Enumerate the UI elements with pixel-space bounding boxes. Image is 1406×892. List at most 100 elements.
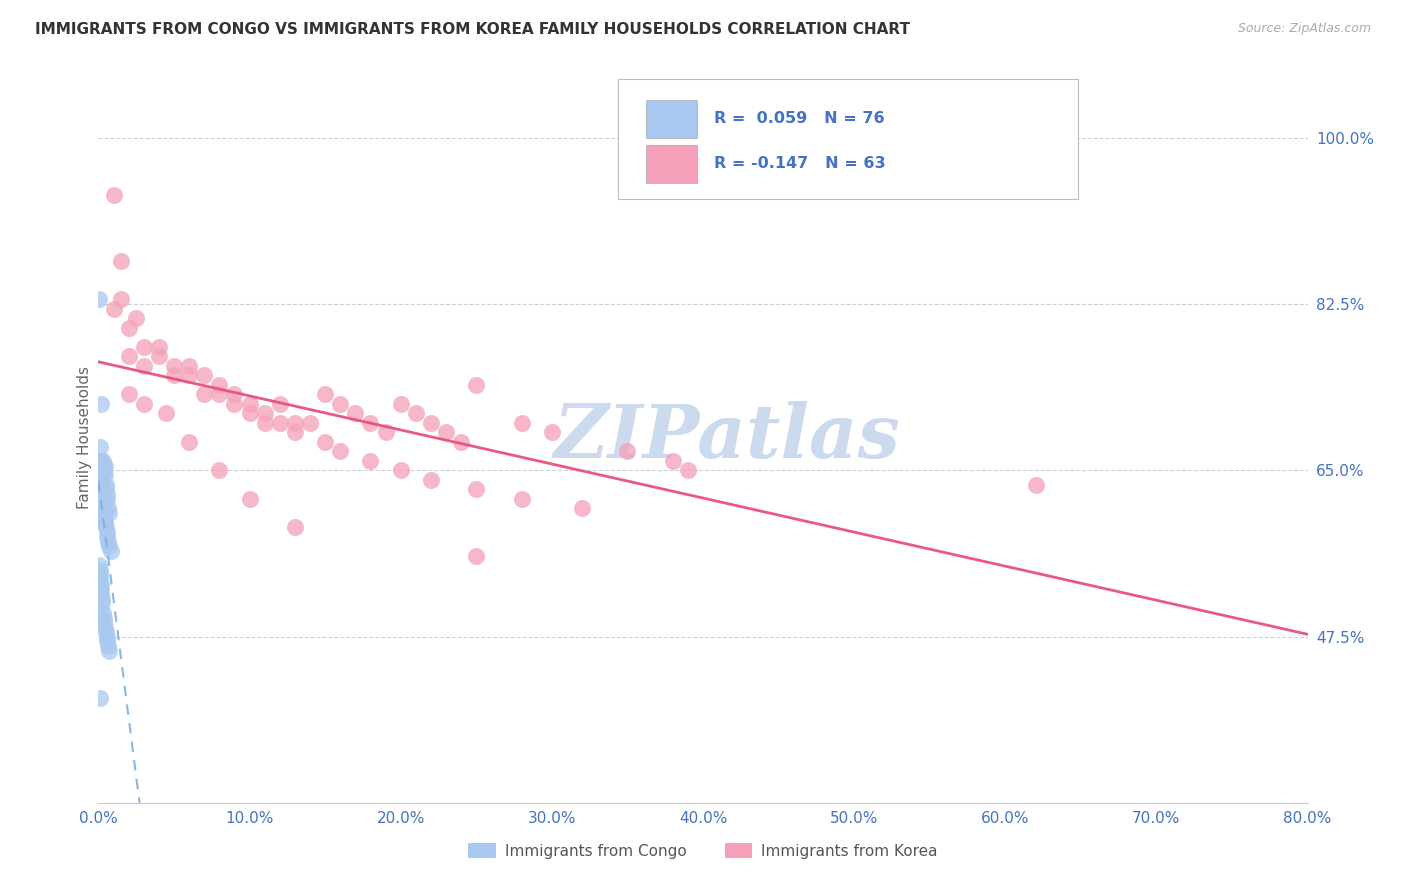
Point: [90, 397, 112, 411]
Point: [132, 359, 155, 373]
Point: [94, 516, 117, 530]
Point: [571, 501, 593, 516]
Point: [389, 463, 412, 477]
Point: [91, 501, 114, 516]
Point: [299, 416, 322, 430]
Point: [93, 506, 115, 520]
Point: [208, 377, 231, 392]
Point: [132, 397, 155, 411]
Text: R = -0.147   N = 63: R = -0.147 N = 63: [714, 156, 886, 171]
Point: [94, 620, 117, 634]
Point: [314, 387, 336, 401]
Point: [148, 340, 170, 354]
Text: Source: ZipAtlas.com: Source: ZipAtlas.com: [1237, 22, 1371, 36]
Point: [93, 511, 115, 525]
Point: [97, 534, 120, 549]
Point: [465, 549, 488, 563]
Point: [91, 501, 114, 516]
Point: [239, 406, 262, 420]
Point: [253, 416, 276, 430]
Point: [90, 454, 112, 468]
Point: [94, 477, 117, 491]
Point: [98, 506, 121, 520]
Point: [179, 434, 201, 449]
Point: [374, 425, 396, 440]
Point: [118, 387, 141, 401]
Bar: [647, 100, 697, 137]
Point: [96, 634, 118, 648]
Point: [98, 644, 121, 658]
Point: [90, 477, 112, 491]
Point: [89, 458, 111, 473]
Point: [93, 610, 115, 624]
Point: [96, 491, 118, 506]
Point: [93, 511, 115, 525]
Point: [91, 506, 114, 520]
Point: [125, 311, 148, 326]
Point: [89, 454, 111, 468]
Point: [91, 458, 114, 473]
Point: [239, 491, 262, 506]
Point: [91, 606, 114, 620]
Point: [93, 463, 115, 477]
Point: [97, 639, 120, 653]
Point: [89, 463, 111, 477]
Point: [89, 567, 111, 582]
Point: [96, 487, 118, 501]
Point: [90, 582, 112, 596]
Point: [94, 458, 117, 473]
Y-axis label: Family Households: Family Households: [77, 366, 91, 508]
Point: [284, 520, 307, 534]
Point: [389, 397, 412, 411]
Point: [96, 524, 118, 539]
Point: [93, 516, 115, 530]
Point: [90, 473, 112, 487]
Point: [89, 293, 111, 307]
Point: [329, 444, 352, 458]
Point: [420, 416, 443, 430]
Point: [90, 487, 112, 501]
Point: [163, 359, 186, 373]
Point: [94, 624, 117, 639]
Point: [90, 483, 112, 497]
Point: [103, 187, 125, 202]
Point: [163, 368, 186, 383]
Point: [90, 458, 112, 473]
Point: [89, 454, 111, 468]
Point: [91, 491, 114, 506]
Point: [510, 416, 533, 430]
Point: [89, 468, 111, 483]
Point: [510, 491, 533, 506]
Point: [179, 359, 201, 373]
Point: [93, 463, 115, 477]
Point: [193, 368, 215, 383]
Point: [118, 349, 141, 363]
Point: [434, 425, 457, 440]
Point: [91, 463, 114, 477]
Legend: Immigrants from Congo, Immigrants from Korea: Immigrants from Congo, Immigrants from K…: [463, 837, 943, 864]
Point: [405, 406, 427, 420]
Point: [89, 691, 111, 706]
Point: [284, 425, 307, 440]
Point: [253, 406, 276, 420]
Point: [89, 463, 111, 477]
Text: ZIPatlas: ZIPatlas: [554, 401, 901, 474]
Point: [465, 377, 488, 392]
Point: [89, 463, 111, 477]
Point: [344, 406, 367, 420]
Point: [465, 483, 488, 497]
Point: [97, 501, 120, 516]
Point: [676, 463, 699, 477]
Point: [89, 573, 111, 587]
Point: [208, 463, 231, 477]
Point: [96, 630, 118, 644]
Point: [89, 563, 111, 577]
Text: R =  0.059   N = 76: R = 0.059 N = 76: [714, 112, 884, 126]
Point: [193, 387, 215, 401]
Point: [661, 454, 683, 468]
Point: [360, 454, 382, 468]
Point: [89, 473, 111, 487]
Point: [93, 463, 115, 477]
Point: [98, 539, 121, 553]
Point: [118, 321, 141, 335]
